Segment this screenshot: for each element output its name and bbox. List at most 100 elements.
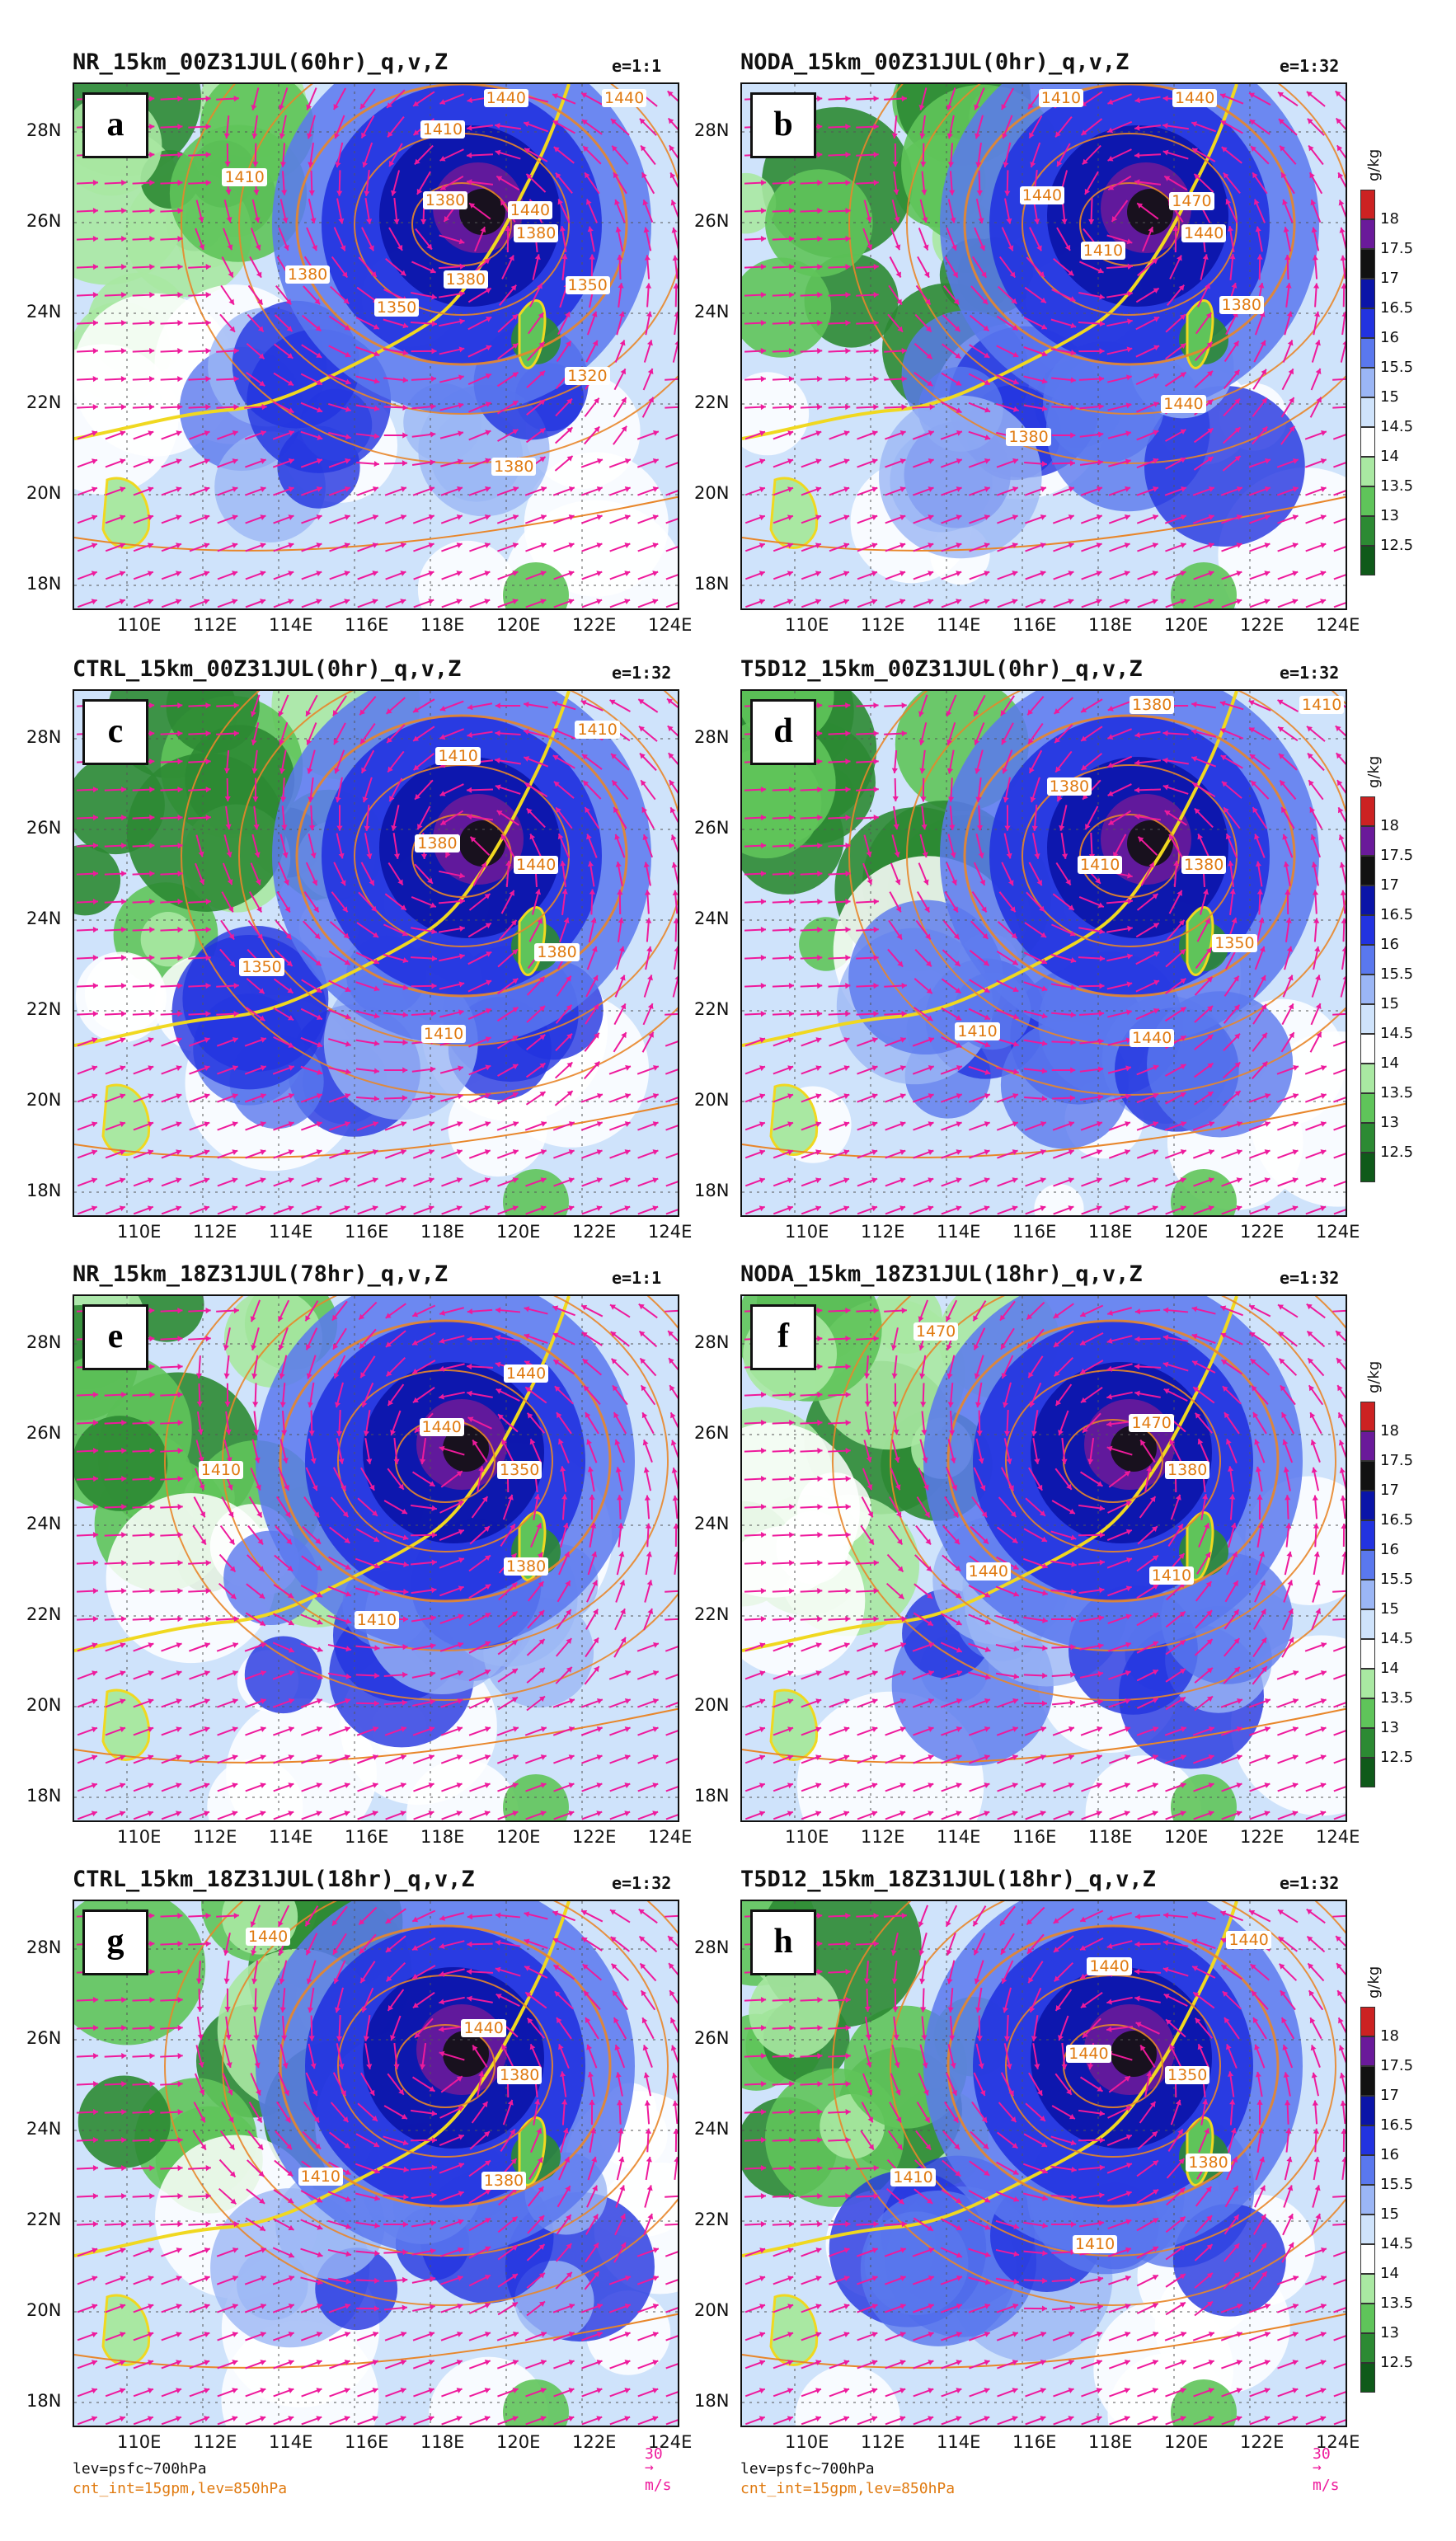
wind-arrow [801, 1698, 822, 1708]
wind-arrow [637, 1205, 659, 1215]
wind-arrow [1054, 1468, 1073, 1491]
wind-arrow [946, 694, 957, 717]
wind-arrow [1336, 144, 1346, 159]
wind-arrow [552, 1910, 576, 1922]
wind-arrow [251, 1327, 260, 1350]
wind-arrow [247, 313, 265, 333]
wind-arrow [439, 290, 465, 298]
wind-arrow [772, 2137, 795, 2144]
wind-arrow [586, 1439, 598, 1463]
wind-arrow [1023, 1039, 1048, 1046]
wind-arrow [887, 948, 904, 968]
wind-arrow [524, 1386, 547, 1404]
coastline [742, 1901, 1238, 2257]
panel-letter: g [82, 1909, 148, 1975]
wind-arrow [976, 805, 984, 831]
wind-arrow [581, 1149, 603, 1159]
wind-arrow [552, 1726, 575, 1736]
wind-arrow [581, 1963, 603, 1981]
wind-arrow [1080, 1726, 1103, 1736]
wind-arrow [1003, 1382, 1012, 1408]
wind-arrow [1227, 2071, 1235, 2097]
wind-arrow [104, 376, 127, 383]
wind-arrow [1134, 730, 1161, 739]
wind-arrow [669, 806, 678, 824]
colorbar-level: 17 [1380, 876, 1399, 894]
wind-arrow [1052, 893, 1075, 911]
lon-tick-label: 114E [937, 1222, 981, 1242]
wind-arrow [672, 975, 678, 998]
contour-label: 1440 [1181, 224, 1227, 242]
wind-arrow [272, 1642, 295, 1653]
wind-arrow [772, 1616, 795, 1623]
wind-arrow [438, 898, 466, 904]
wind-arrow [1332, 1069, 1346, 1075]
wind-arrow [773, 430, 794, 440]
wind-arrow [1341, 2128, 1346, 2153]
wind-arrow [307, 1382, 315, 1408]
coastline [74, 1901, 571, 2257]
wind-arrow [587, 2156, 598, 2181]
wind-arrow [133, 571, 154, 580]
wind-arrow [554, 426, 574, 444]
wind-arrow [439, 2247, 464, 2257]
colorbar-level: 16 [1380, 1541, 1399, 1558]
wind-arrow [1276, 458, 1299, 468]
wind-arrow [974, 1960, 984, 1984]
wind-arrow [912, 1036, 935, 1047]
wind-arrow [1080, 1149, 1103, 1159]
wind-arrow [609, 486, 631, 496]
wind-arrow [525, 427, 547, 444]
wind-arrow [411, 261, 436, 274]
wind-arrow [665, 1618, 678, 1621]
wind-arrow [300, 1642, 323, 1653]
wind-arrow [1194, 2243, 1214, 2262]
wind-arrow [188, 955, 211, 961]
wind-arrow [357, 1782, 378, 1792]
contour-label: 1410 [575, 720, 620, 739]
wind-arrow [828, 1616, 851, 1623]
wind-arrow [885, 571, 906, 580]
wind-arrow [330, 285, 350, 305]
wind-arrow [105, 1726, 126, 1736]
wind-arrow [772, 1476, 795, 1482]
wind-arrow [1027, 723, 1044, 744]
wind-arrow [1279, 145, 1297, 165]
contour-label: 1440 [503, 1364, 549, 1383]
wind-arrow [772, 2165, 795, 2172]
wind-arrow [828, 2109, 851, 2116]
wind-arrow [1337, 1411, 1346, 1429]
wind-arrow [161, 1093, 182, 1103]
wind-arrow [829, 486, 850, 496]
wind-arrow [77, 2332, 98, 2341]
colorbar-swatch [1360, 2215, 1375, 2244]
wind-arrow [1333, 1730, 1346, 1736]
wind-arrow [355, 1528, 380, 1543]
lon-tick-label: 120E [1164, 1222, 1209, 1242]
wind-arrow [412, 1149, 435, 1159]
wind-arrow [556, 2017, 572, 2040]
wind-arrow [133, 1121, 154, 1131]
wind-arrow [665, 2279, 678, 2285]
wind-arrow [500, 2128, 516, 2153]
wind-arrow [940, 1670, 963, 1680]
colorbar-level: 14 [1380, 448, 1399, 465]
height-contour [238, 84, 678, 415]
wind-arrow [856, 1308, 879, 1314]
wind-arrow [161, 2360, 182, 2370]
wind-arrow [665, 406, 678, 409]
wind-arrow [188, 1588, 211, 1595]
wind-arrow [1332, 1590, 1346, 1593]
wind-arrow [524, 2331, 547, 2341]
wind-arrow [497, 1782, 519, 1792]
wind-arrow [772, 815, 795, 821]
wind-arrow [1251, 1385, 1269, 1405]
wind-arrow [1026, 696, 1045, 716]
wind-arrow [642, 368, 654, 391]
wind-arrow [385, 697, 406, 715]
wind-arrow [617, 889, 623, 915]
wind-arrow [913, 1754, 934, 1764]
lat-tick-label: 20N [694, 1090, 730, 1110]
reference-vector-arrow-icon: → [1313, 2459, 1322, 2476]
wind-arrow [275, 1525, 293, 1545]
